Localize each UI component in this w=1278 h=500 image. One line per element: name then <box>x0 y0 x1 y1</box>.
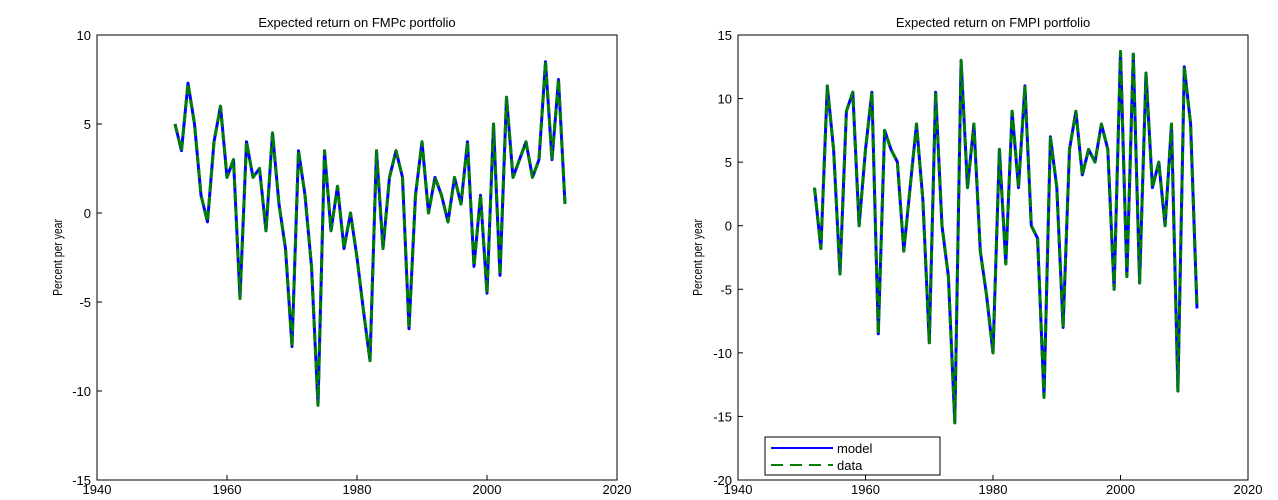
y-tick-label: 5 <box>725 155 732 170</box>
y-tick-label: -5 <box>79 295 91 310</box>
y-tick-label: 0 <box>84 206 91 221</box>
y-tick-label: -15 <box>713 409 732 424</box>
x-tick-label: 1940 <box>724 482 753 497</box>
chart-title: Expected return on FMPc portfolio <box>258 15 455 30</box>
x-tick-label: 2000 <box>1106 482 1135 497</box>
legend-label: model <box>837 441 873 456</box>
y-tick-label: 5 <box>84 117 91 132</box>
y-tick-label: -15 <box>72 473 91 488</box>
x-tick-label: 1940 <box>83 482 112 497</box>
x-tick-label: 1960 <box>851 482 880 497</box>
x-tick-label: 2000 <box>473 482 502 497</box>
x-tick-label: 2020 <box>603 482 632 497</box>
x-tick-label: 2020 <box>1234 482 1263 497</box>
y-tick-label: -20 <box>713 473 732 488</box>
x-tick-label: 1980 <box>343 482 372 497</box>
x-tick-label: 1980 <box>979 482 1008 497</box>
plot-area <box>737 34 1249 481</box>
y-tick-label: -10 <box>713 346 732 361</box>
x-tick-label: 1960 <box>213 482 242 497</box>
y-tick-label: -10 <box>72 384 91 399</box>
y-axis-label: Percent per year <box>51 219 65 296</box>
legend-label: data <box>837 458 863 473</box>
legend-box <box>764 436 941 476</box>
chart-title: Expected return on FMPI portfolio <box>896 15 1090 30</box>
y-tick-label: 15 <box>718 28 732 43</box>
y-axis-label: Percent per year <box>691 219 705 296</box>
y-tick-label: 0 <box>725 219 732 234</box>
y-tick-label: 10 <box>77 28 91 43</box>
y-tick-label: -5 <box>720 282 732 297</box>
series-line <box>813 50 1199 425</box>
series-line <box>173 60 567 407</box>
y-tick-label: 10 <box>718 92 732 107</box>
